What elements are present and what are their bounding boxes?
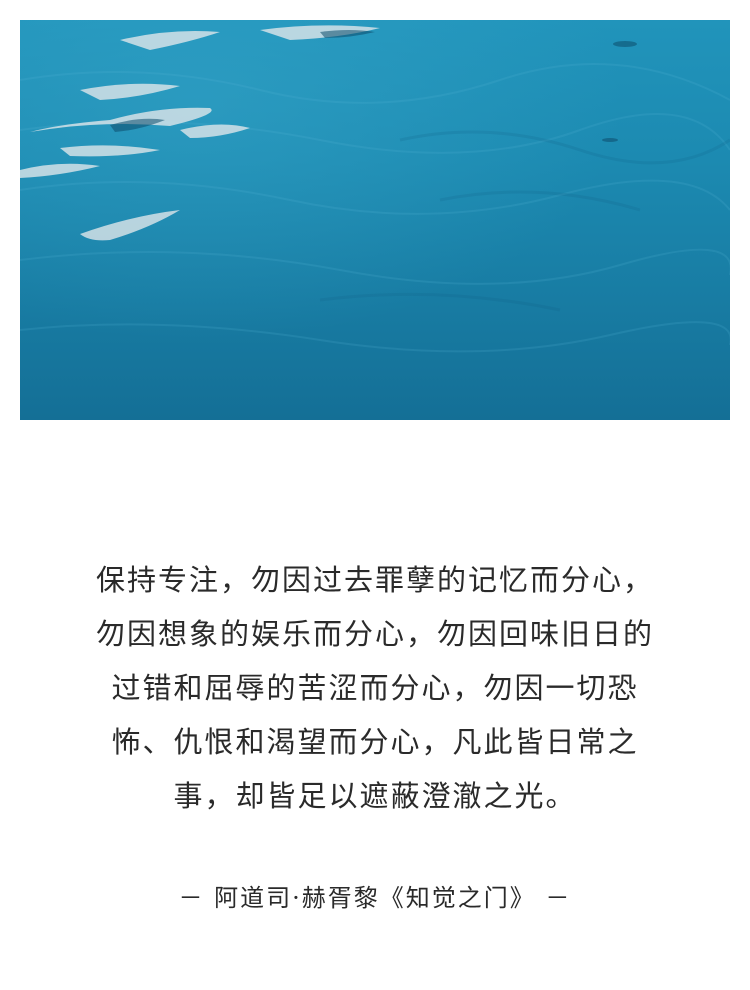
- quote-line: 过错和屈辱的苦涩而分心，勿因一切恐: [111, 671, 639, 705]
- quote-line: 怖、仇恨和渴望而分心，凡此皆日常之: [111, 725, 639, 759]
- quote-line: 勿因想象的娱乐而分心，勿因回味旧日的: [95, 617, 654, 651]
- quote-line: 保持专注，勿因过去罪孽的记忆而分心，: [95, 563, 654, 597]
- quote-attribution: － 阿道司·赫胥黎《知觉之门》 －: [178, 884, 572, 912]
- water-surface-image: [20, 20, 730, 420]
- quote-line: 事，却皆足以遮蔽澄澈之光。: [173, 779, 577, 813]
- sea-water-photo: [20, 20, 730, 420]
- quote-text: 保持专注，勿因过去罪孽的记忆而分心， 勿因想象的娱乐而分心，勿因回味旧日的 过错…: [0, 553, 750, 823]
